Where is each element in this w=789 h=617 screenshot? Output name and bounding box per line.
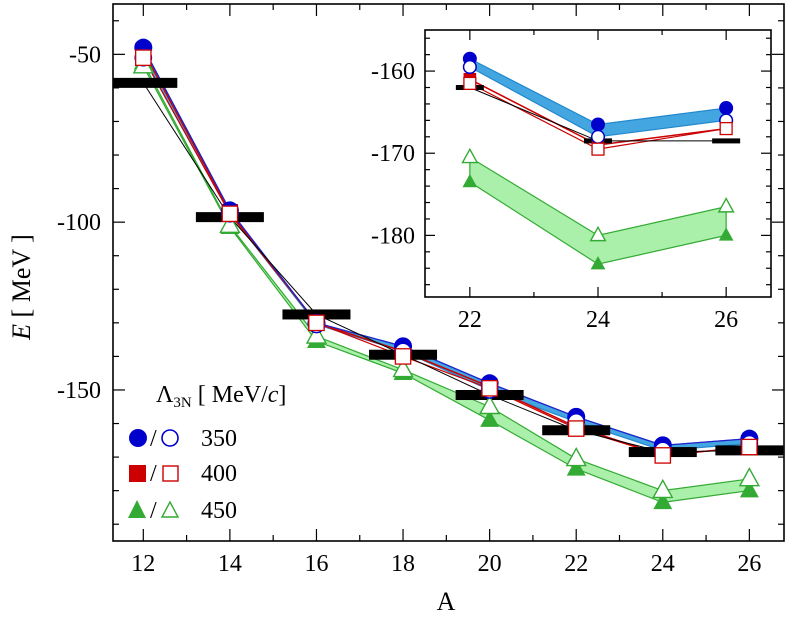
main-marker-400-open-16	[308, 314, 325, 332]
main-marker-450-filled-26	[739, 480, 759, 498]
main-marker-450-open-26	[738, 467, 761, 487]
legend-title-unit: [ MeV/	[198, 382, 268, 408]
main-marker-450-open-22	[565, 446, 587, 467]
main-marker-400-open-12	[135, 49, 152, 66]
inset-experiment-bar-26	[712, 138, 741, 144]
legend-400-open-marker	[162, 465, 179, 482]
inset-marker-450-open-24	[589, 225, 607, 242]
legend-400-label: 400	[201, 461, 237, 487]
inset-marker-350-filled-26	[719, 101, 734, 116]
main-marker-450-open-24	[652, 478, 674, 499]
legend-400-sep: /	[150, 461, 157, 487]
legend-350-sep: /	[150, 426, 157, 452]
legend-title-lambda: Λ	[156, 382, 174, 408]
main-marker-400-open-14	[221, 205, 239, 223]
inset-marker-400-open-22	[463, 76, 477, 90]
main-plot-area	[113, 38, 784, 510]
main-xtick-label-12: 12	[131, 551, 155, 577]
inset-marker-450-filled-22	[462, 173, 478, 188]
main-marker-450-filled-20	[480, 409, 500, 427]
main-xtick-label-16: 16	[304, 551, 328, 577]
legend-450-filled-marker	[128, 500, 146, 518]
main-marker-450-filled-22	[566, 458, 586, 476]
legend-title-c: c	[268, 382, 279, 408]
inset-marker-450-filled-26	[718, 227, 734, 241]
inset-plot-area	[455, 51, 741, 270]
main-ytick-label--150: -150	[57, 378, 101, 404]
legend-title-end: ]	[278, 382, 286, 408]
main-marker-400-open-24	[654, 447, 672, 464]
inset-marker-350-filled-24	[591, 117, 605, 132]
main-marker-450-open-14	[219, 213, 241, 233]
y-axis-title: E [ MeV ]	[7, 234, 36, 341]
main-ytick-label--100: -100	[57, 210, 101, 236]
main-xtick-label-20: 20	[478, 551, 502, 577]
inset-ytick-label--170: -170	[371, 141, 415, 167]
inset-marker-400-open-26	[719, 121, 733, 136]
legend-450-label: 450	[201, 498, 237, 524]
main-marker-450-open-16	[305, 324, 328, 344]
main-line-350-filled	[142, 47, 750, 447]
main-xtick-label-14: 14	[218, 551, 242, 577]
main-xtick-label-22: 22	[564, 551, 588, 577]
main-marker-400-open-20	[481, 379, 498, 397]
main-ytick-label--50: -50	[69, 42, 101, 68]
inset-marker-400-open-24	[591, 142, 605, 156]
main-marker-450-open-18	[392, 358, 414, 378]
legend-350-open-marker	[161, 429, 179, 447]
inset-marker-450-filled-24	[590, 256, 606, 270]
inset-xtick-label-24: 24	[586, 307, 610, 333]
legend-title-sub: 3N	[173, 395, 192, 411]
x-axis-title: A	[437, 587, 456, 616]
inset-ytick-label--180: -180	[371, 223, 415, 249]
main-xtick-label-26: 26	[737, 551, 761, 577]
legend-450-sep: /	[150, 498, 157, 524]
legend-350-label: 350	[201, 426, 237, 452]
inset-marker-450-open-22	[461, 147, 479, 164]
main-xtick-label-18: 18	[391, 551, 415, 577]
main-panel: 12 14 16 18 20 22 24 26 -50 -100 -150	[57, 3, 785, 577]
main-marker-400-open-26	[741, 438, 758, 456]
inset-xtick-label-22: 22	[458, 307, 482, 333]
main-xtick-label-24: 24	[651, 551, 675, 577]
main-marker-450-open-20	[478, 394, 501, 415]
legend-400-filled-marker	[129, 465, 146, 482]
main-frame	[112, 3, 785, 542]
legend-title: Λ3N [ MeV/c]	[156, 382, 286, 411]
inset-marker-450-open-26	[717, 197, 735, 213]
legend-350-filled-marker	[129, 429, 147, 447]
legend-450-open-marker	[160, 500, 180, 518]
y-axis-unit: [ MeV ]	[7, 234, 36, 324]
inset-marker-350-open-22	[462, 59, 477, 75]
main-marker-400-open-22	[567, 420, 585, 437]
y-axis-symbol: E	[7, 324, 36, 341]
inset-panel: 22 24 26 -160 -170 -180	[371, 29, 772, 333]
legend: Λ3N [ MeV/c] / 350 / 400 / 450	[128, 382, 286, 524]
inset-xtick-label-26: 26	[714, 307, 738, 333]
inset-marker-350-open-24	[590, 129, 606, 144]
inset-ytick-label--160: -160	[371, 59, 415, 85]
main-marker-400-open-18	[394, 348, 412, 365]
main-experiment-bar-12	[113, 77, 178, 88]
main-marker-450-filled-24	[653, 492, 673, 510]
